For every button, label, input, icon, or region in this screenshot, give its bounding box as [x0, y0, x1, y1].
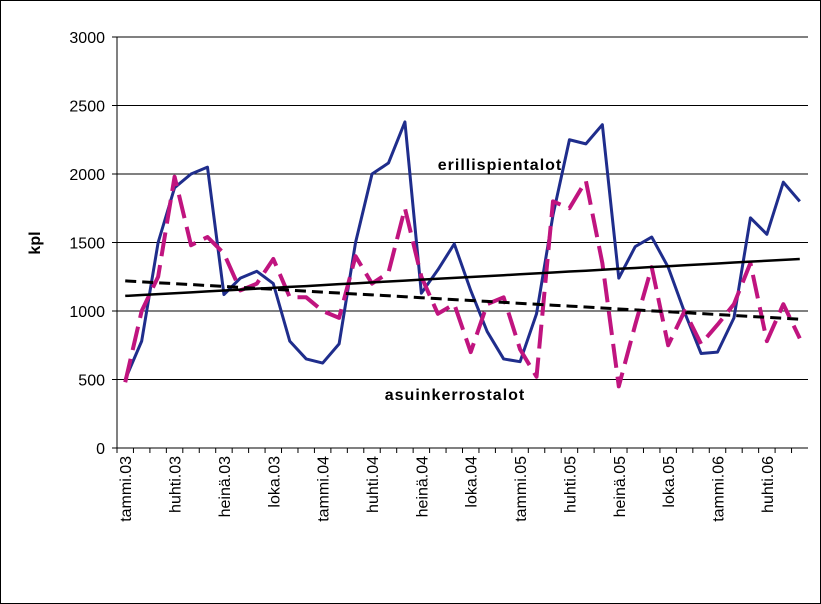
- series-line: [123, 120, 801, 381]
- series-line: [125, 257, 800, 298]
- x-tick-label: tammi.03: [118, 456, 135, 522]
- y-axis-label: kpl: [27, 231, 44, 254]
- x-tick-label: heinä.05: [612, 456, 629, 517]
- y-tick-label: 3000: [69, 30, 105, 47]
- x-tick-label: heinä.03: [217, 456, 234, 517]
- x-tick-label: tammi.04: [316, 456, 333, 522]
- x-tick-label: loka.05: [661, 456, 678, 508]
- y-tick-label: 0: [96, 441, 105, 458]
- series-line: [125, 279, 800, 321]
- series-line: [123, 174, 802, 389]
- annotation: erillispientalot: [438, 157, 562, 174]
- x-tick-label: loka.03: [266, 456, 283, 508]
- y-tick-label: 1500: [69, 236, 105, 253]
- x-tick-label: loka.04: [464, 456, 481, 508]
- y-tick-label: 1000: [69, 304, 105, 321]
- x-tick-label: huhti.06: [760, 456, 777, 513]
- x-tick-label: tammi.06: [711, 456, 728, 522]
- x-tick-label: tammi.05: [513, 456, 530, 522]
- y-tick-label: 2000: [69, 167, 105, 184]
- x-tick-label: huhti.03: [168, 456, 185, 513]
- y-tick-label: 2500: [69, 99, 105, 116]
- y-tick-label: 500: [78, 373, 105, 390]
- x-tick-label: huhti.05: [562, 456, 579, 513]
- annotation: asuinkerrostalot: [385, 387, 525, 404]
- x-tick-label: heinä.04: [414, 456, 431, 517]
- x-tick-label: huhti.04: [365, 456, 382, 513]
